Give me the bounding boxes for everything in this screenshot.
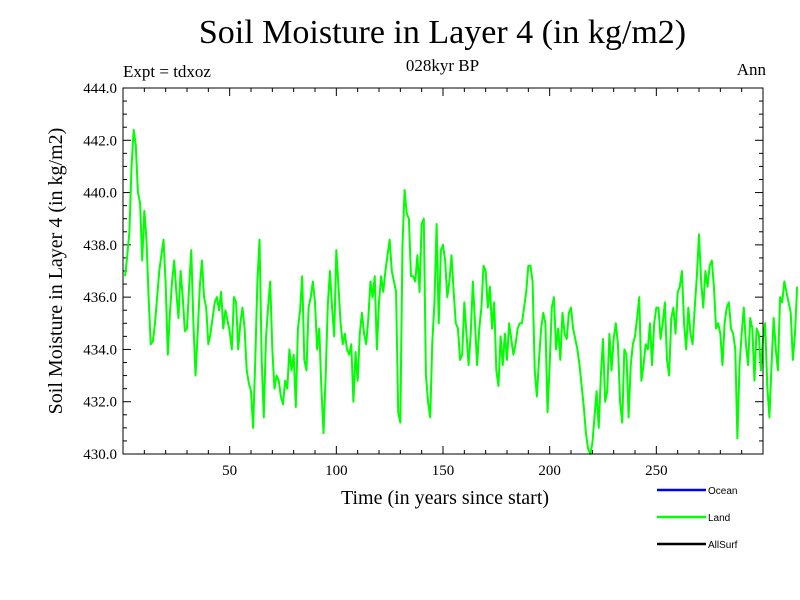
axis-ticks <box>123 87 763 455</box>
y-tick-label: 438.0 <box>83 238 117 254</box>
chart-subtitle: 028kyr BP <box>405 56 480 75</box>
series-line-land <box>124 128 799 455</box>
y-tick-label: 440.0 <box>83 186 117 202</box>
axis-labels: 50 100 150 200 250 430.0 432.0 434.0 436.0 438.0 4… <box>45 81 668 509</box>
y-tick-label: 436.0 <box>83 290 117 306</box>
plot-frame <box>122 87 764 455</box>
x-tick-label: 250 <box>645 463 668 479</box>
x-tick-label: 100 <box>325 463 348 479</box>
y-tick-label: 434.0 <box>83 342 117 358</box>
legend-label-ocean: Ocean <box>708 486 737 497</box>
legend: Ocean Land AllSurf <box>657 486 738 551</box>
x-tick-label: 150 <box>432 463 455 479</box>
legend-label-allsurf: AllSurf <box>708 540 738 551</box>
legend-label-land: Land <box>708 513 730 524</box>
y-tick-label: 444.0 <box>83 81 117 97</box>
x-axis-label: Time (in years since start) <box>341 487 549 509</box>
y-tick-label: 430.0 <box>83 447 117 463</box>
chart-title: Soil Moisture in Layer 4 (in kg/m2) <box>198 14 687 51</box>
x-tick-label: 50 <box>222 463 237 479</box>
x-tick-label: 200 <box>538 463 561 479</box>
y-tick-label: 432.0 <box>83 395 117 411</box>
series-layer <box>124 128 799 455</box>
y-tick-label: 442.0 <box>83 133 117 149</box>
season-label: Ann <box>736 60 766 79</box>
y-axis-label: Soil Moisture in Layer 4 (in kg/m2) <box>45 128 67 415</box>
experiment-label: Expt = tdxoz <box>123 62 211 81</box>
